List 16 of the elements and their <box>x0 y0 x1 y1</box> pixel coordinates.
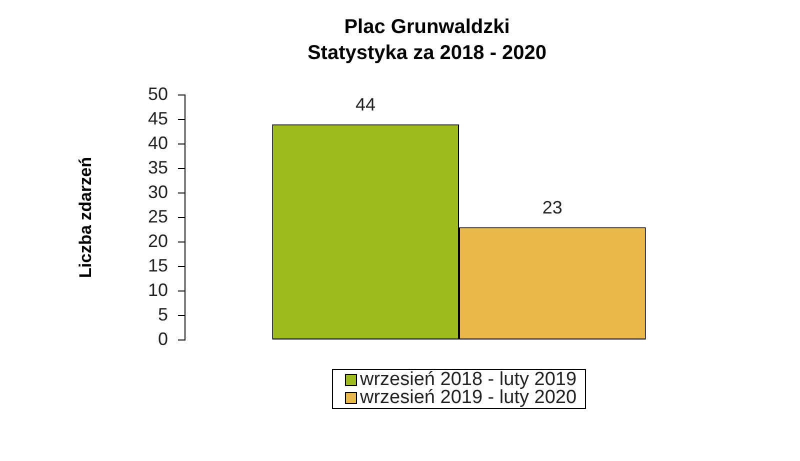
chart-title: Plac Grunwaldzki Statystyka za 2018 - 2020 <box>306 15 548 66</box>
y-tick-label: 15 <box>148 255 168 276</box>
y-tick-label: 20 <box>148 230 168 251</box>
legend-label: wrzesień 2018 - luty 2019 <box>360 369 577 390</box>
y-tick-label: 5 <box>158 304 168 324</box>
data-label: 44 <box>356 94 376 114</box>
data-label: 23 <box>542 197 562 218</box>
y-tick-label: 25 <box>148 206 168 226</box>
y-tick-label: 40 <box>148 132 168 153</box>
y-tick-label: 0 <box>158 328 168 349</box>
y-tick-label: 10 <box>148 280 168 300</box>
y-tick-label: 50 <box>148 84 168 104</box>
y-tick-label: 45 <box>148 108 168 128</box>
y-axis-title: Liczba zdarzeń <box>76 157 95 278</box>
y-tick-label: 35 <box>148 157 168 178</box>
y-tick-label: 30 <box>148 182 168 202</box>
